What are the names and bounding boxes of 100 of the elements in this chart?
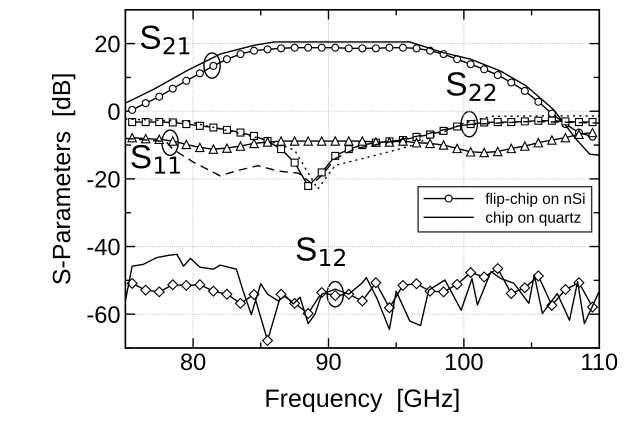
point (303, 136, 313, 146)
point (222, 143, 232, 153)
point (384, 302, 395, 314)
point (250, 46, 258, 55)
point (344, 136, 354, 146)
point (208, 286, 219, 297)
point (222, 126, 231, 134)
point (452, 144, 462, 154)
point (290, 158, 299, 167)
point (209, 123, 218, 132)
point (142, 99, 150, 108)
point (493, 146, 502, 156)
point (250, 132, 258, 140)
annotation: S$_{12}$ (296, 237, 345, 266)
point (425, 138, 435, 148)
point (304, 182, 312, 190)
y-axis-title: S-Parameters [dB] (52, 74, 76, 284)
point (222, 55, 231, 64)
point (411, 278, 422, 290)
point (358, 136, 368, 146)
point (155, 92, 164, 101)
point (182, 120, 190, 128)
point (316, 136, 326, 146)
point (412, 138, 422, 148)
point (330, 136, 340, 146)
point (466, 147, 476, 157)
point (492, 263, 504, 274)
point (304, 44, 312, 52)
point (318, 44, 326, 52)
point (506, 144, 516, 154)
point (412, 44, 421, 52)
point (588, 128, 598, 138)
point (370, 277, 382, 288)
point (532, 270, 544, 282)
point (356, 296, 368, 306)
point (331, 44, 340, 52)
point (264, 45, 272, 54)
annotation: S$_{21}$ (140, 26, 190, 54)
x-tick-label: 110 (582, 353, 618, 370)
y-tick-label: -60 (87, 306, 120, 323)
point (249, 138, 259, 148)
point (195, 142, 205, 152)
point (520, 141, 530, 151)
legend-label: chip on quartz (486, 212, 581, 226)
point (221, 288, 232, 300)
point (142, 118, 150, 126)
point (180, 280, 192, 291)
point (372, 44, 380, 52)
point (290, 44, 299, 52)
point (438, 286, 450, 298)
point (290, 136, 300, 146)
y-tick-label: 0 (108, 103, 120, 120)
point (480, 65, 488, 74)
point (168, 84, 177, 93)
point (155, 118, 164, 126)
point (182, 140, 192, 150)
point (398, 44, 407, 52)
point (277, 44, 286, 52)
point (506, 288, 517, 300)
point (194, 279, 206, 290)
point (168, 118, 177, 126)
point (182, 76, 190, 85)
point (478, 272, 490, 282)
point (465, 267, 476, 278)
point (385, 44, 394, 52)
point (560, 132, 570, 142)
point (519, 282, 530, 294)
point (236, 128, 244, 137)
point (507, 78, 516, 87)
point (236, 50, 244, 58)
x-tick-label: 80 (180, 353, 206, 370)
point (262, 335, 274, 346)
point (128, 106, 136, 114)
point (276, 136, 286, 146)
point (140, 284, 152, 296)
point (236, 141, 246, 151)
point (358, 44, 366, 52)
annotation: S$_{11}$ (131, 144, 180, 174)
point (397, 280, 408, 291)
point (534, 98, 542, 106)
point (344, 44, 353, 52)
y-tick-label: -20 (87, 170, 120, 188)
point (547, 135, 557, 145)
point (534, 138, 544, 148)
point (438, 140, 448, 150)
x-axis-title: Frequency [GHz] (266, 388, 459, 412)
point (196, 122, 204, 130)
point (494, 71, 502, 80)
point (196, 69, 204, 78)
y-tick-label: 20 (95, 36, 120, 52)
point (318, 168, 326, 176)
point (154, 286, 165, 298)
point (235, 298, 246, 309)
y-tick-label: -40 (87, 238, 120, 256)
legend-label: flip-chip on nSi (486, 192, 585, 208)
point (560, 284, 571, 295)
point (128, 118, 136, 126)
x-tick-label: 90 (316, 353, 341, 370)
point (588, 118, 597, 126)
annotation: S$_{22}$ (446, 72, 496, 101)
